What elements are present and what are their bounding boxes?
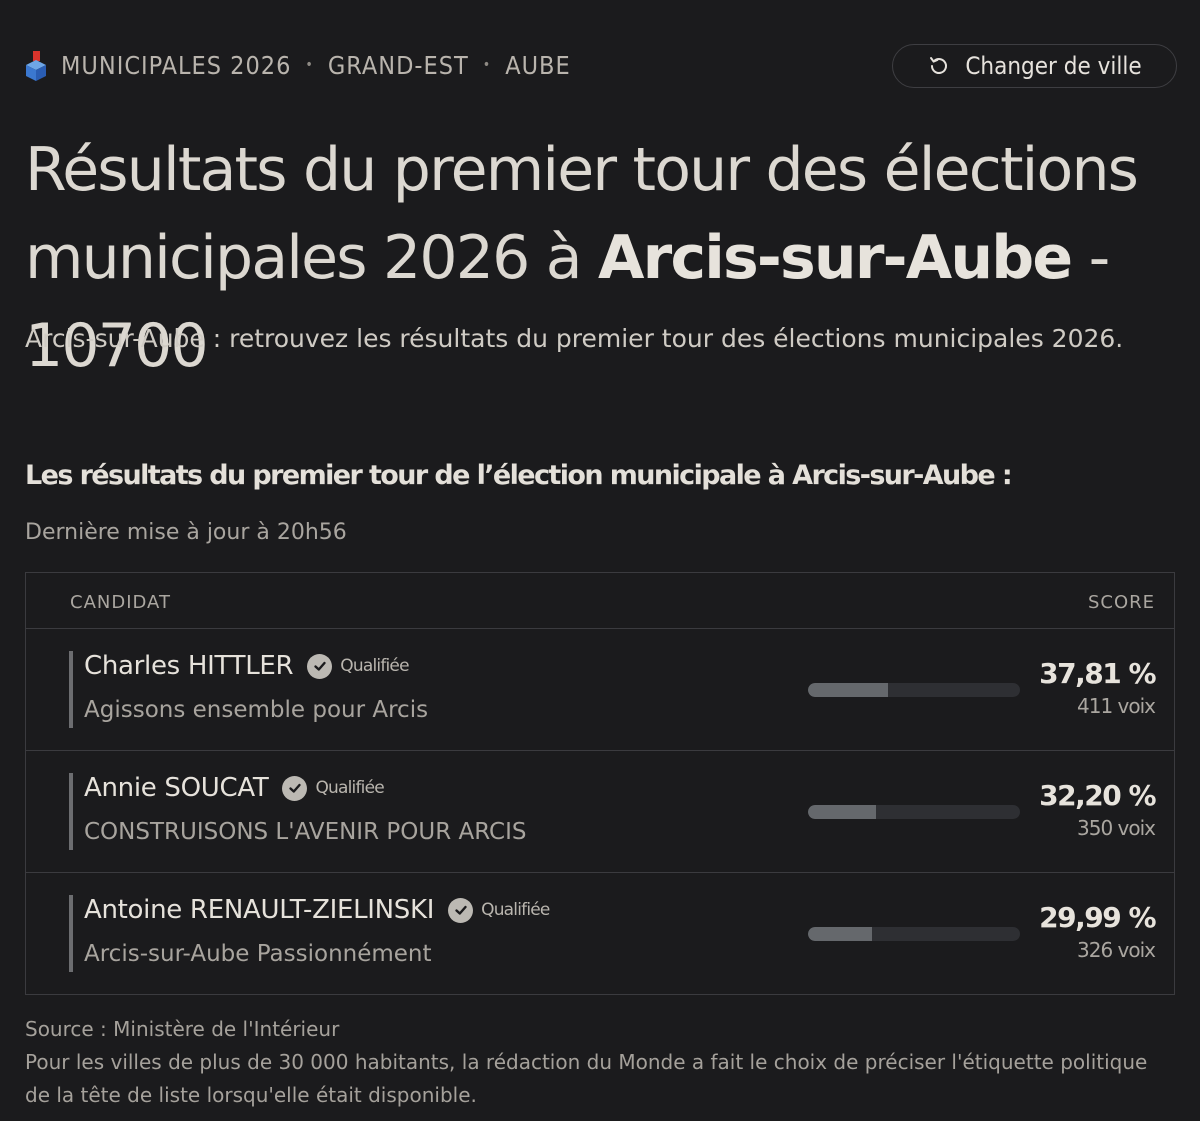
page-subtitle: Arcis-sur-Aube : retrouvez les résultats… [25,324,1124,353]
change-city-button[interactable]: Changer de ville [892,44,1177,88]
kicker: MUNICIPALES 2026 • GRAND-EST • AUBE [25,48,571,82]
kicker-separator: • [482,57,492,73]
kicker-election[interactable]: MUNICIPALES 2026 [61,50,292,80]
section-title: Les résultats du premier tour de l’élect… [25,460,1013,491]
candidate-name-line: Antoine RENAULT-ZIELINSKI Qualifiée [84,895,550,925]
row-accent [69,895,73,972]
last-updated: Dernière mise à jour à 20h56 [25,520,347,545]
score-bar [808,927,1020,941]
qualified-badge: Qualifiée [448,897,550,923]
check-icon [448,897,474,923]
change-city-label: Changer de ville [965,52,1142,80]
list-name: Agissons ensemble pour Arcis [84,697,429,723]
score-bar-fill [808,927,872,941]
score-bar-fill [808,683,889,697]
qualified-badge: Qualifiée [282,775,385,801]
check-icon [307,653,333,679]
score-votes: 411 voix [1077,694,1156,718]
list-name: CONSTRUISONS L'AVENIR POUR ARCIS [84,819,527,845]
header-score: SCORE [1087,592,1155,613]
title-postal-code: - 10700 [25,223,1110,381]
kicker-region[interactable]: GRAND-EST [327,50,469,80]
methodology-note: Pour les villes de plus de 30 000 habita… [25,1050,1148,1107]
qualified-label: Qualifiée [481,900,550,920]
row-accent [69,651,73,728]
check-icon [282,775,308,801]
qualified-badge: Qualifiée [307,653,410,679]
score-percent: 32,20 % [1039,779,1156,812]
footer: Source : Ministère de l'Intérieur Pour l… [25,1013,1175,1112]
table-header: CANDIDAT SCORE [26,573,1174,629]
kicker-department[interactable]: AUBE [505,50,571,80]
candidate-name: Charles HITTLER [84,651,294,681]
score: 29,99 % 326 voix [1039,901,1156,965]
refresh-icon [930,57,948,74]
score-percent: 37,81 % [1039,657,1156,690]
kicker-separator: • [305,57,314,73]
score-bar [808,805,1020,819]
candidate-name-line: Charles HITTLER Qualifiée [84,651,410,681]
header-candidate: CANDIDAT [70,592,171,613]
ballot-box-icon [25,48,47,82]
title-prefix: Résultats du premier tour des élections … [25,135,1139,293]
qualified-label: Qualifiée [340,656,409,676]
title-city: Arcis-sur-Aube [598,223,1073,293]
score-votes: 350 voix [1077,816,1156,840]
score-bar [808,683,1020,697]
score-votes: 326 voix [1077,938,1156,962]
table-row: Charles HITTLER Qualifiée Agissons ensem… [26,629,1174,751]
source-note: Source : Ministère de l'Intérieur [25,1017,340,1041]
candidate-name-line: Annie SOUCAT Qualifiée [84,773,385,803]
score: 37,81 % 411 voix [1039,657,1156,721]
candidate-name: Annie SOUCAT [84,773,269,803]
table-row: Annie SOUCAT Qualifiée CONSTRUISONS L'AV… [26,751,1174,873]
table-row: Antoine RENAULT-ZIELINSKI Qualifiée Arci… [26,873,1174,994]
page-title: Résultats du premier tour des élections … [25,126,1175,390]
qualified-label: Qualifiée [315,778,384,798]
row-accent [69,773,73,850]
results-table: CANDIDAT SCORE Charles HITTLER Qualifiée… [25,572,1175,995]
score: 32,20 % 350 voix [1039,779,1156,843]
candidate-name: Antoine RENAULT-ZIELINSKI [84,895,435,925]
list-name: Arcis-sur-Aube Passionnément [84,941,432,967]
score-bar-fill [808,805,877,819]
score-percent: 29,99 % [1039,901,1156,934]
